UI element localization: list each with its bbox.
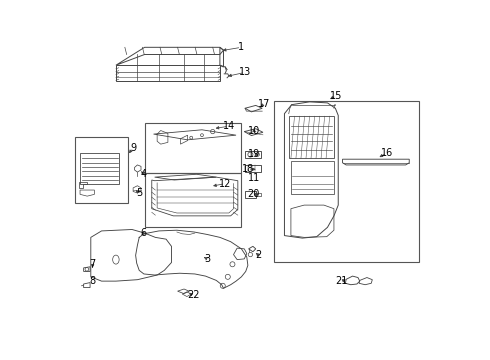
Text: 1: 1 bbox=[238, 42, 245, 52]
Text: 18: 18 bbox=[242, 164, 254, 174]
Bar bbox=[274, 101, 419, 262]
Text: 2: 2 bbox=[255, 250, 262, 260]
Text: 13: 13 bbox=[239, 67, 251, 77]
Text: 12: 12 bbox=[219, 179, 231, 189]
Bar bbox=[74, 137, 128, 203]
Text: 11: 11 bbox=[247, 173, 260, 183]
Text: 19: 19 bbox=[247, 149, 260, 159]
Bar bbox=[245, 165, 261, 172]
Bar bbox=[145, 173, 242, 226]
Text: 9: 9 bbox=[130, 143, 136, 153]
Bar bbox=[289, 116, 334, 158]
Text: 6: 6 bbox=[141, 228, 147, 238]
Text: 4: 4 bbox=[141, 168, 147, 179]
Bar bbox=[145, 123, 242, 173]
Bar bbox=[80, 153, 120, 184]
Text: 14: 14 bbox=[223, 121, 235, 131]
Bar bbox=[291, 161, 334, 194]
Text: 21: 21 bbox=[336, 276, 348, 286]
Bar bbox=[245, 192, 256, 198]
Text: 5: 5 bbox=[136, 188, 142, 198]
Bar bbox=[245, 150, 261, 158]
Text: 22: 22 bbox=[187, 291, 199, 301]
Text: 3: 3 bbox=[204, 254, 210, 264]
Text: 15: 15 bbox=[330, 91, 343, 101]
Text: 10: 10 bbox=[247, 126, 260, 135]
Text: 8: 8 bbox=[90, 276, 96, 286]
Text: 17: 17 bbox=[257, 99, 270, 109]
Text: 20: 20 bbox=[247, 189, 260, 199]
Text: 16: 16 bbox=[381, 148, 393, 158]
Text: 7: 7 bbox=[90, 259, 96, 269]
